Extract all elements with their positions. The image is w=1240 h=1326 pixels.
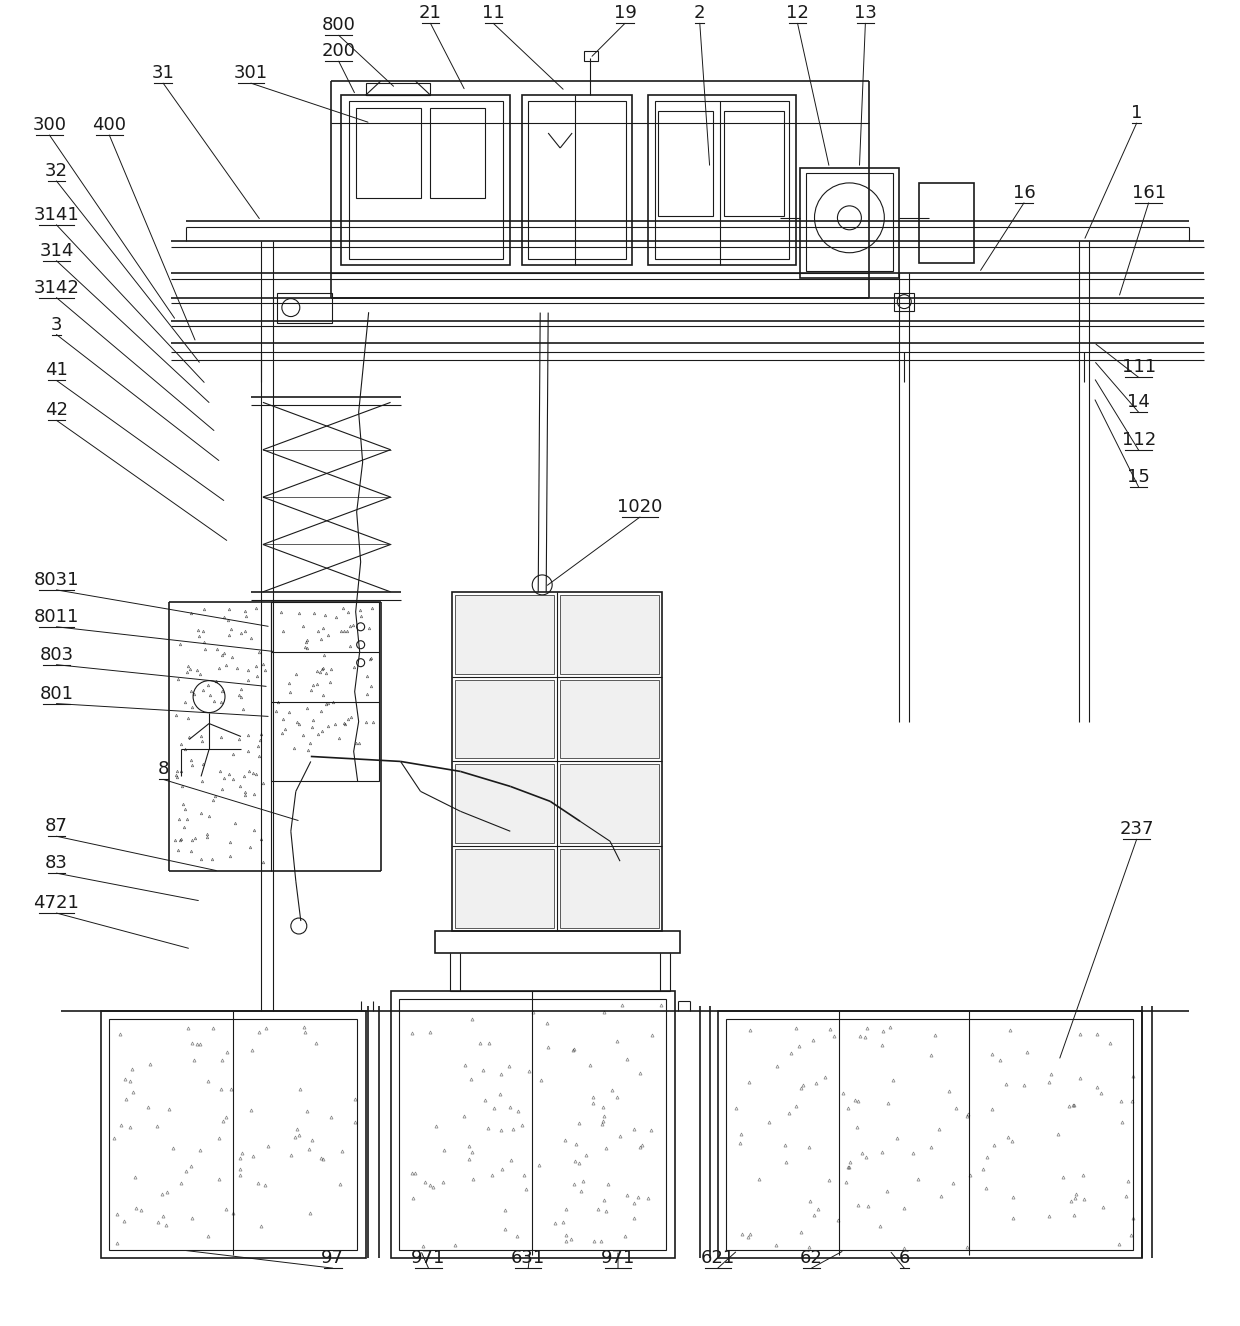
Bar (455, 595, 554, 674)
Text: 42: 42 (45, 402, 68, 419)
Text: 8011: 8011 (33, 607, 79, 626)
Bar (560, 849, 658, 928)
Bar (584, 52, 598, 61)
Text: 8: 8 (157, 760, 169, 778)
Bar (528, 101, 626, 259)
Bar (800, 168, 899, 277)
Text: 3142: 3142 (33, 278, 79, 297)
Bar (649, 95, 796, 265)
Text: 2: 2 (694, 4, 706, 23)
Bar (356, 109, 420, 198)
Text: 19: 19 (614, 4, 636, 23)
Bar (725, 1018, 1132, 1250)
Bar (453, 591, 662, 931)
Text: 631: 631 (511, 1249, 546, 1268)
Text: 97: 97 (321, 1249, 345, 1268)
Bar (455, 764, 554, 843)
Text: 11: 11 (482, 4, 505, 23)
Text: 301: 301 (234, 64, 268, 82)
Bar (435, 931, 680, 953)
Text: 41: 41 (45, 362, 68, 379)
Text: 300: 300 (32, 117, 67, 134)
Bar (277, 293, 332, 322)
Bar (718, 1010, 1142, 1258)
Text: 15: 15 (1127, 468, 1151, 487)
Bar (366, 84, 430, 95)
Bar (522, 95, 632, 265)
Text: 8031: 8031 (33, 572, 79, 589)
Text: 800: 800 (321, 16, 356, 34)
Bar (560, 680, 658, 758)
Bar (894, 293, 914, 310)
Text: 801: 801 (40, 684, 73, 703)
Bar (109, 1018, 357, 1250)
Bar (341, 95, 511, 265)
Bar (560, 764, 658, 843)
Text: 200: 200 (321, 42, 356, 60)
Text: 1020: 1020 (618, 499, 662, 516)
Text: 32: 32 (45, 162, 68, 180)
Bar (919, 183, 975, 263)
Text: 13: 13 (854, 4, 877, 23)
Text: 1: 1 (1131, 103, 1142, 122)
Bar (430, 109, 485, 198)
Text: 971: 971 (601, 1249, 635, 1268)
Bar (455, 849, 554, 928)
Bar (724, 111, 784, 216)
Text: 14: 14 (1127, 394, 1151, 411)
Bar (655, 101, 789, 259)
Text: 12: 12 (786, 4, 808, 23)
Bar (102, 1010, 366, 1258)
Text: 3141: 3141 (33, 206, 79, 224)
Text: 4721: 4721 (33, 894, 79, 912)
Bar (398, 998, 666, 1250)
Text: 87: 87 (45, 817, 68, 835)
Bar (391, 991, 675, 1258)
Text: 237: 237 (1120, 821, 1154, 838)
Bar (560, 595, 658, 674)
Bar (658, 111, 713, 216)
Bar (348, 101, 503, 259)
Bar (806, 172, 893, 271)
Text: 16: 16 (1013, 184, 1035, 202)
Bar (270, 602, 378, 781)
Text: 971: 971 (412, 1249, 445, 1268)
Text: 803: 803 (40, 646, 73, 664)
Text: 21: 21 (419, 4, 441, 23)
Text: 112: 112 (1121, 431, 1156, 450)
Text: 314: 314 (40, 241, 73, 260)
Text: 111: 111 (1122, 358, 1156, 377)
Text: 83: 83 (45, 854, 68, 873)
Text: 31: 31 (151, 64, 175, 82)
Bar (455, 680, 554, 758)
Text: 400: 400 (92, 117, 126, 134)
Text: 161: 161 (1132, 184, 1166, 202)
Text: 6: 6 (899, 1249, 910, 1268)
Text: 621: 621 (701, 1249, 735, 1268)
Text: 62: 62 (800, 1249, 823, 1268)
Text: 3: 3 (51, 316, 62, 334)
